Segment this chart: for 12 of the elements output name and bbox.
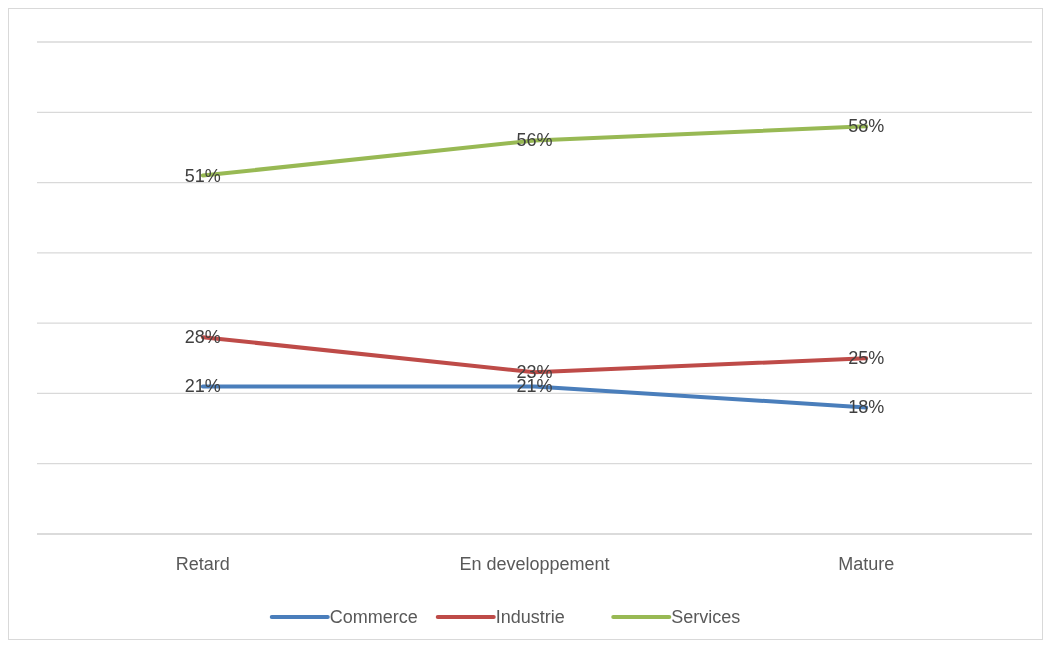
data-label: 51%	[184, 165, 221, 186]
data-label: 18%	[848, 397, 885, 418]
data-label: 25%	[848, 348, 885, 369]
legend-label: Services	[671, 607, 741, 627]
data-label: 28%	[184, 327, 221, 348]
x-tick-label: Mature	[838, 554, 895, 574]
x-tick-label: En developpement	[459, 554, 610, 574]
data-label: 21%	[184, 376, 221, 397]
legend-label: Commerce	[329, 607, 418, 627]
legend-label: Industrie	[495, 607, 565, 627]
x-tick-label: Retard	[175, 554, 230, 574]
data-label: 58%	[848, 116, 885, 137]
